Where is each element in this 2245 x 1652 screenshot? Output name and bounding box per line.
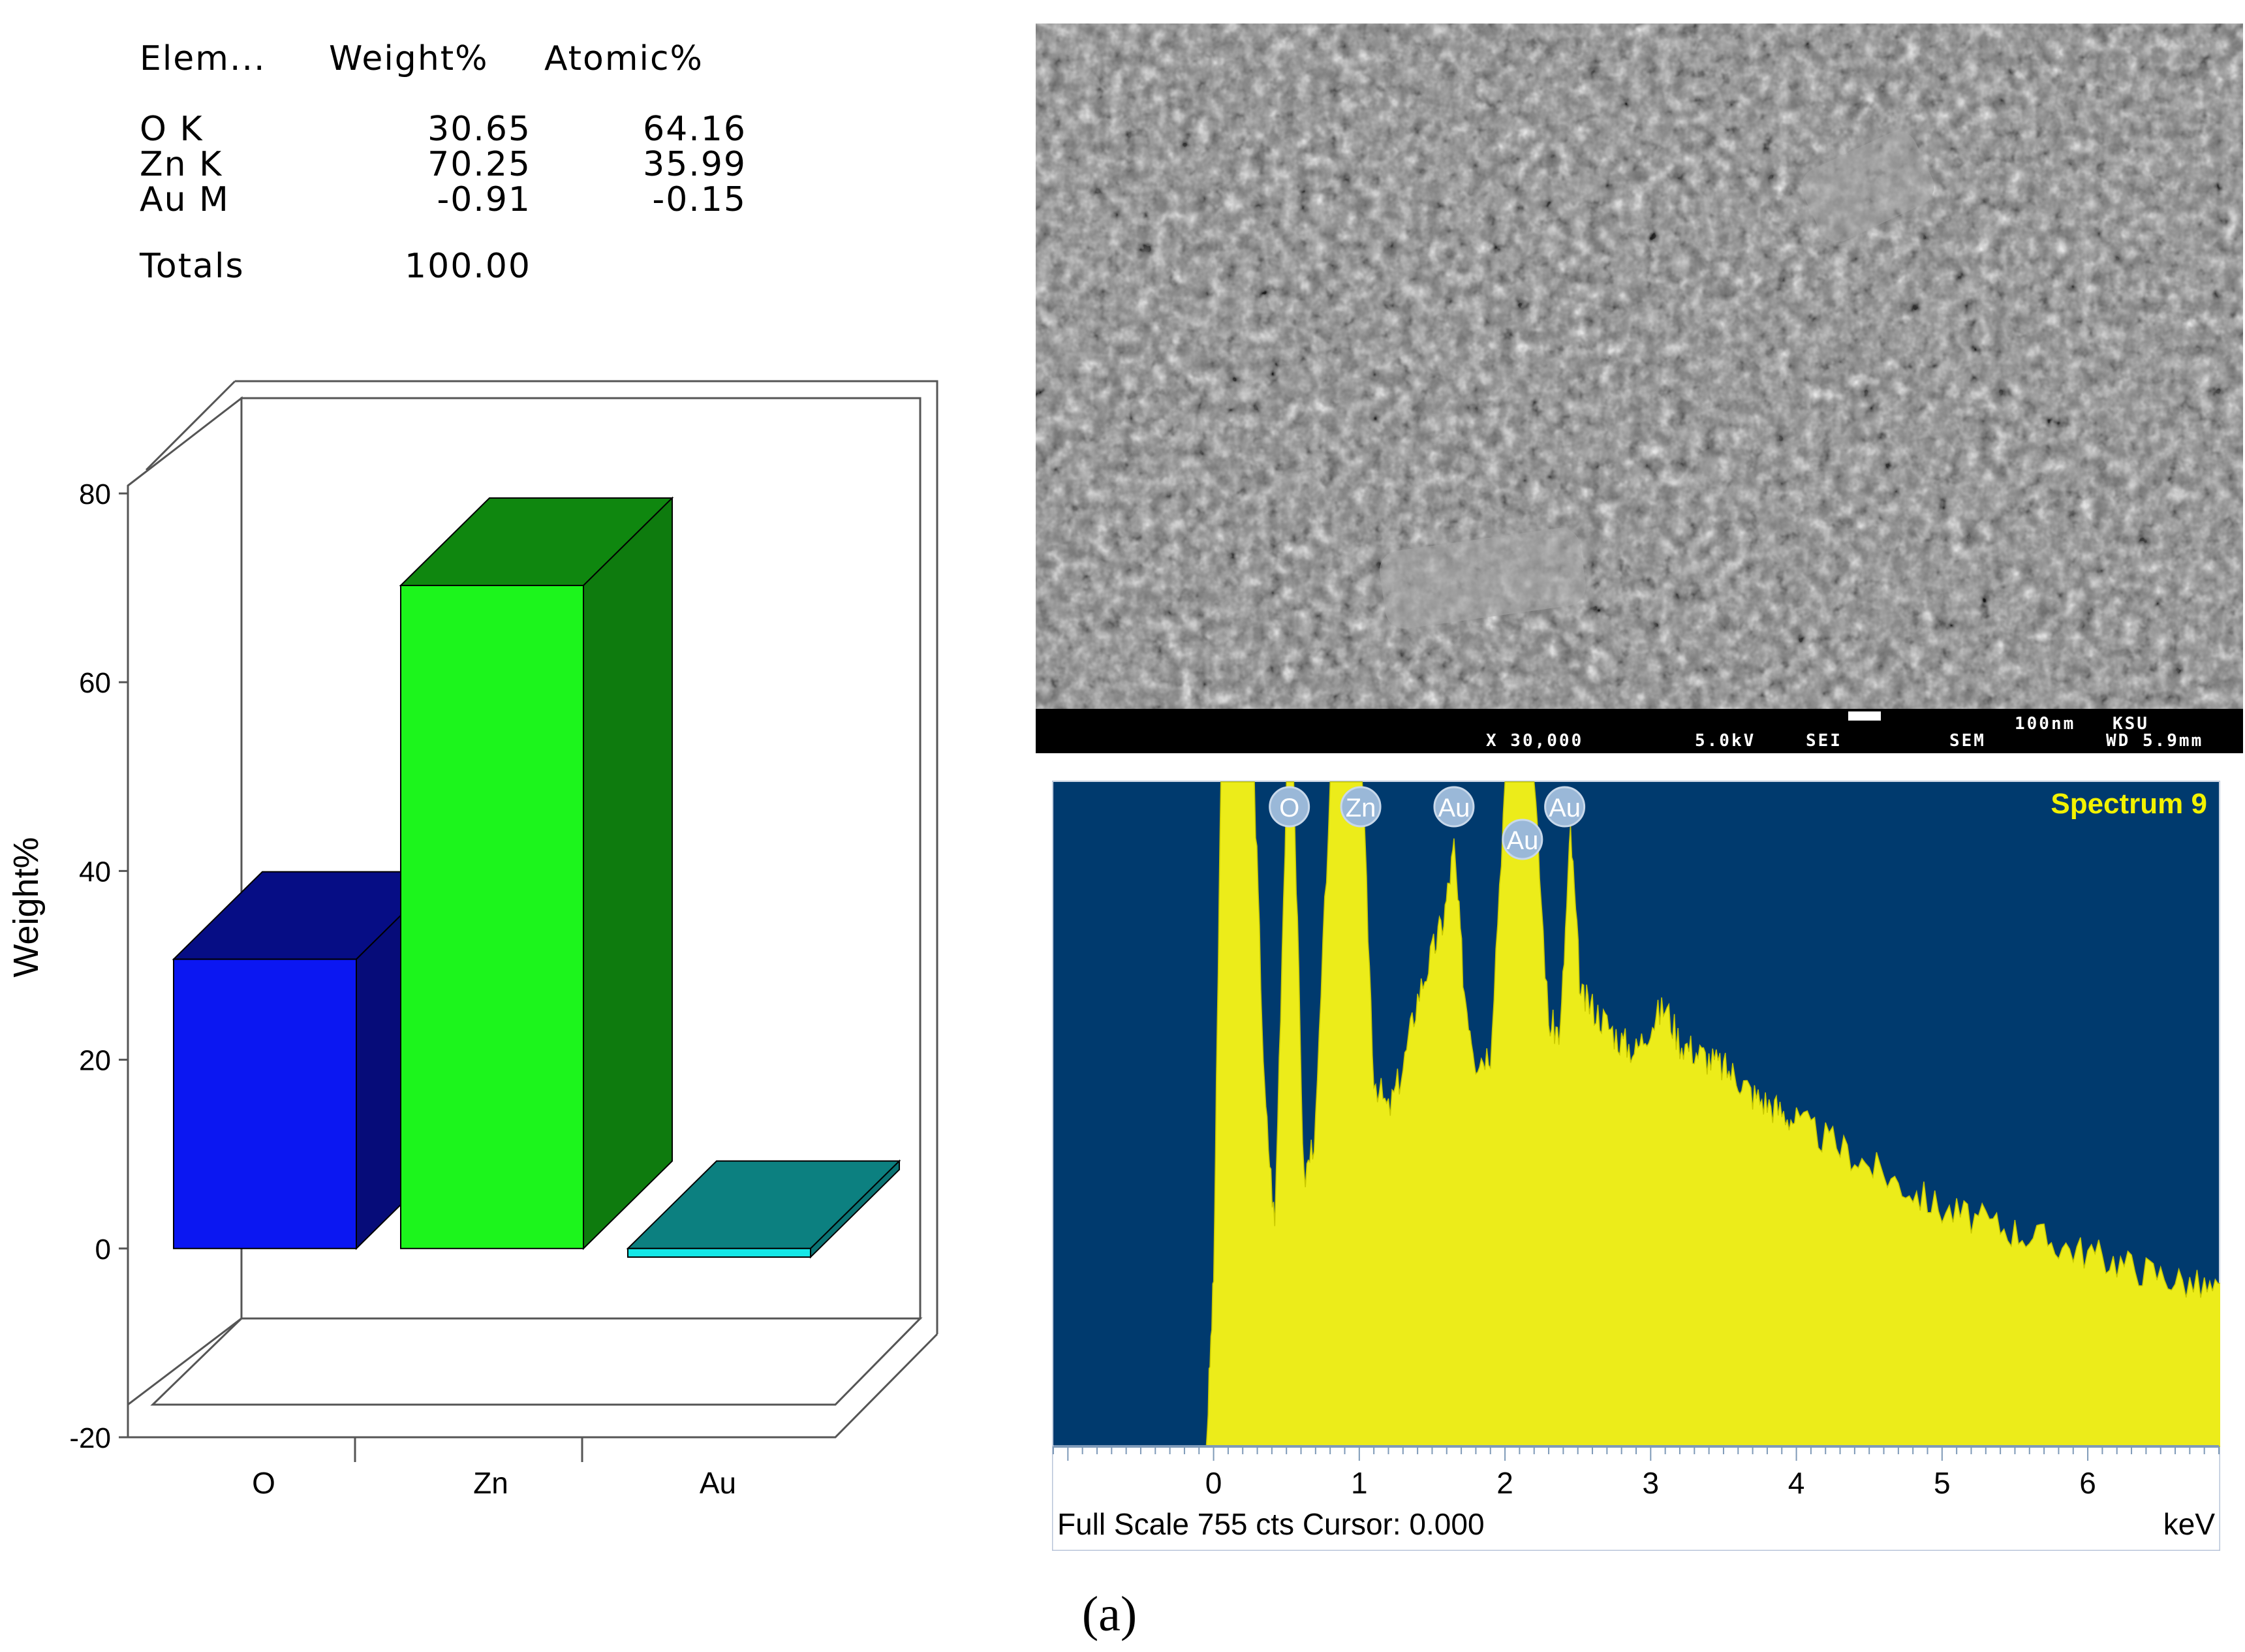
row-element: Au M	[140, 180, 230, 219]
y-tick-label: 80	[79, 478, 111, 510]
row-element: Zn K	[140, 145, 223, 184]
sem-org: KSU	[2113, 714, 2149, 734]
y-tick-label: 0	[95, 1234, 111, 1266]
bar-zn	[399, 496, 674, 1251]
sem-wd: WD 5.9mm	[2106, 731, 2204, 751]
row-weight: -0.91	[437, 180, 531, 219]
chart-back-frame	[235, 380, 938, 1334]
sem-scale-text: 100nm	[2015, 714, 2076, 734]
eds-spectrum: O Zn Au Au Au Spectrum 9 0 1 2 3 4 5 6 Full Scale …	[1052, 781, 2220, 1551]
y-tick-label: -20	[69, 1422, 111, 1454]
x-tick-label: 0	[1205, 1466, 1222, 1500]
row-atomic: 64.16	[643, 110, 747, 149]
x-categories: O Zn Au	[252, 1437, 736, 1500]
row-atomic: -0.15	[652, 180, 747, 219]
sem-texture	[1036, 23, 2243, 709]
bar-au	[626, 1159, 901, 1259]
bars	[172, 496, 901, 1259]
spectrum-title: Spectrum 9	[2051, 788, 2207, 820]
spectrum-x-ticks: 0 1 2 3 4 5 6	[1053, 1446, 2220, 1500]
peak-marker	[1502, 818, 1543, 860]
x-tick-label: 2	[1496, 1466, 1513, 1500]
y-axis-label: Weight%	[7, 837, 46, 977]
y-ticks: -20 0 20 40 60 80	[69, 478, 128, 1454]
sem-mode: SEI	[1806, 731, 1842, 751]
x-category-label: O	[252, 1466, 275, 1500]
peak-label-o: O	[1269, 786, 1310, 828]
sem-micrograph: 100nm KSU X 30,000 5.0kV SEI SEM WD 5.9m…	[1036, 23, 2243, 753]
peak-labels: O Zn Au Au Au	[1269, 786, 1586, 860]
bar-front-face	[627, 1247, 811, 1258]
bar-front-face	[173, 958, 357, 1249]
totals-label: Totals	[140, 247, 245, 286]
x-category-label: Au	[700, 1466, 736, 1500]
x-tick-label: 4	[1788, 1466, 1805, 1500]
row-weight: 70.25	[427, 145, 531, 184]
chart-floor-frame	[128, 1333, 938, 1439]
figure-caption: (a)	[1081, 1587, 1138, 1642]
sem-voltage: 5.0kV	[1695, 731, 1756, 751]
row-weight: 30.65	[427, 110, 531, 149]
x-tick-label: 3	[1643, 1466, 1660, 1500]
x-category-label: Zn	[473, 1466, 508, 1500]
spectrum-footer: Full Scale 755 cts Cursor: 0.000	[1057, 1507, 1485, 1541]
chart-left-wall	[127, 396, 243, 1407]
scale-bar	[1848, 711, 1881, 721]
x-tick-label: 6	[2079, 1466, 2096, 1500]
chart-floor	[150, 1317, 923, 1406]
header-atomic: Atomic%	[544, 39, 704, 78]
chart-left-frame	[145, 380, 236, 471]
sem-magnification: X 30,000	[1486, 731, 1584, 751]
peak-marker	[1269, 786, 1310, 828]
peak-marker	[1340, 786, 1382, 828]
sem-crystal	[1380, 527, 1586, 629]
spectrum-fill	[1053, 781, 2220, 1447]
row-element: O K	[140, 110, 204, 149]
sem-crystal	[1801, 131, 1934, 242]
spectrum-x-label: keV	[2163, 1507, 2216, 1541]
weight-bar-chart: -20 0 20 40 60 80 O Zn Au Weight%	[7, 380, 938, 1500]
x-tick-label: 5	[1934, 1466, 1951, 1500]
bar-side-face	[583, 496, 673, 1251]
peak-label-text: Au	[1506, 826, 1538, 855]
peak-label-text: Au	[1438, 794, 1470, 822]
y-tick-label: 40	[79, 856, 111, 888]
x-tick-label: 1	[1351, 1466, 1368, 1500]
bar-front-face	[400, 584, 584, 1249]
peak-label-au: Au	[1544, 786, 1586, 828]
peak-label-text: O	[1279, 794, 1299, 822]
sem-instrument: SEM	[1949, 731, 1986, 751]
sem-grain	[1036, 23, 2243, 709]
y-tick-label: 60	[79, 667, 111, 699]
peak-label-zn: Zn	[1340, 786, 1382, 828]
totals-value: 100.00	[405, 247, 531, 286]
peak-label-au: Au	[1433, 786, 1475, 828]
spectrum-area	[1053, 781, 2220, 1447]
header-weight: Weight%	[329, 39, 489, 78]
peak-label-text: Zn	[1346, 794, 1376, 822]
peak-label-au: Au	[1502, 818, 1543, 860]
header-element: Elem...	[140, 39, 266, 78]
y-tick-label: 20	[79, 1045, 111, 1077]
sem-info-bar: 100nm KSU X 30,000 5.0kV SEI SEM WD 5.9m…	[1036, 709, 2243, 753]
peak-marker	[1544, 786, 1586, 828]
row-atomic: 35.99	[643, 145, 747, 184]
peak-label-text: Au	[1549, 794, 1581, 822]
peak-marker	[1433, 786, 1475, 828]
